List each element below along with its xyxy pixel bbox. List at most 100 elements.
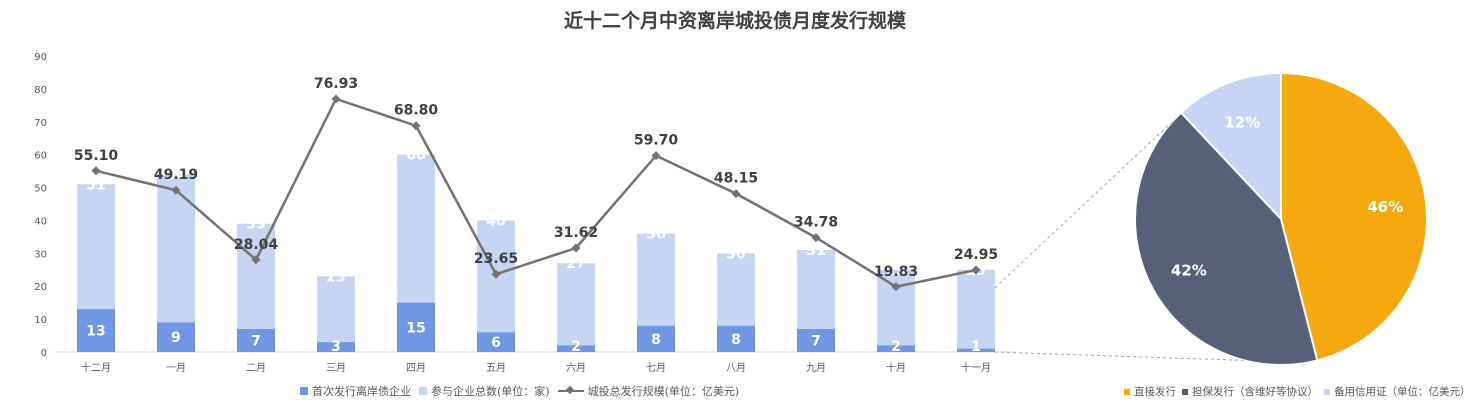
legend-label-participants: 参与企业总数(单位：家) [431, 385, 550, 398]
bar-first-issue [557, 345, 595, 352]
bar-first-issue [477, 332, 515, 352]
line-marker [331, 94, 341, 104]
data-label-total-scale: 19.83 [874, 264, 918, 280]
y-tick-label: 40 [34, 216, 47, 227]
legend-item-standby: 备用信用证（单位：亿美元） [1324, 384, 1470, 399]
bar-participants [477, 220, 515, 352]
y-tick-label: 60 [34, 151, 47, 162]
legend-label-direct: 直接发行 [1134, 386, 1176, 398]
x-tick-label: 三月 [326, 362, 346, 374]
pie-data-label: 12% [1224, 113, 1260, 131]
chart-title: 近十二个月中资离岸城投债月度发行规模 [563, 10, 906, 32]
line-marker [171, 185, 181, 195]
data-label-first-issue: 7 [811, 333, 821, 349]
pie-data-label: 46% [1367, 198, 1403, 216]
x-tick-label: 七月 [646, 362, 666, 374]
x-tick-label: 九月 [806, 362, 826, 374]
data-label-participants: 27 [566, 256, 585, 272]
bar-first-issue [877, 345, 915, 352]
data-label-total-scale: 76.93 [314, 76, 358, 92]
data-label-first-issue: 2 [571, 339, 581, 355]
data-label-total-scale: 49.19 [154, 167, 198, 183]
y-tick-label: 30 [34, 249, 47, 260]
y-tick-label: 70 [34, 118, 47, 129]
x-tick-label: 十月 [886, 361, 906, 374]
x-tick-label: 一月 [166, 362, 186, 374]
data-label-first-issue: 3 [331, 339, 341, 355]
data-label-first-issue: 13 [86, 324, 105, 340]
pie-data-label: 42% [1171, 262, 1207, 280]
legend-swatch-total-scale [557, 387, 584, 395]
pie-slice [1134, 111, 1319, 366]
line-marker [891, 282, 901, 292]
bar-first-issue [717, 325, 755, 352]
data-label-total-scale: 48.15 [714, 171, 758, 187]
x-tick-label: 二月 [246, 362, 266, 374]
bar-first-issue [637, 325, 675, 352]
x-tick-label: 十一月 [961, 361, 991, 374]
data-label-total-scale: 24.95 [954, 247, 998, 263]
data-label-first-issue: 8 [731, 332, 741, 348]
legend-label-total-scale: 城投总发行规模(单位：亿美元) [587, 385, 740, 398]
data-label-first-issue: 15 [406, 320, 425, 336]
data-label-total-scale: 28.04 [234, 237, 279, 253]
bar-first-issue [317, 342, 355, 352]
line-marker [731, 189, 741, 199]
legend-label-first-issue: 首次发行离岸债企业 [312, 385, 411, 398]
x-tick-label: 四月 [406, 362, 426, 374]
bar-first-issue [957, 348, 995, 352]
data-label-first-issue: 2 [891, 339, 901, 355]
y-tick-label: 50 [34, 184, 47, 195]
data-label-total-scale: 34.78 [794, 215, 838, 231]
legend-swatch-participants [419, 387, 427, 395]
data-label-first-issue: 9 [171, 330, 181, 346]
line-marker [491, 269, 501, 279]
line-total-scale [95, 97, 977, 289]
line-marker [971, 265, 981, 275]
legend-item-direct: 直接发行 [1124, 384, 1176, 399]
y-tick-label: 10 [34, 315, 47, 326]
data-label-first-issue: 6 [491, 335, 501, 351]
x-tick-label: 十二月 [81, 361, 111, 374]
data-label-participants: 51 [86, 177, 105, 193]
data-label-first-issue: 8 [651, 332, 661, 348]
y-tick-label: 20 [34, 282, 47, 293]
legend-swatch-first-issue [300, 387, 308, 395]
line-marker [651, 151, 661, 161]
legend-item-participants: 参与企业总数(单位：家) [419, 383, 550, 399]
legend-item-total-scale: 城投总发行规模(单位：亿美元) [557, 383, 740, 399]
y-tick-label: 0 [41, 348, 47, 359]
legend-item-guarantee: 担保发行（含维好等协议） [1182, 384, 1318, 399]
x-tick-label: 八月 [726, 362, 746, 374]
bar-participants [957, 269, 995, 352]
data-label-participants: 31 [806, 243, 825, 259]
pie-legend: 直接发行 担保发行（含维好等协议） 备用信用证（单位：亿美元） [1124, 384, 1470, 399]
legend-label-standby: 备用信用证（单位：亿美元） [1334, 386, 1470, 398]
data-label-total-scale: 23.65 [474, 251, 518, 267]
bar-first-issue [157, 322, 195, 352]
line-marker [811, 233, 821, 243]
data-label-total-scale: 68.80 [394, 103, 439, 119]
x-tick-label: 六月 [566, 362, 586, 374]
line-marker [571, 243, 581, 253]
data-label-first-issue: 1 [971, 339, 981, 355]
data-label-participants: 40 [486, 213, 506, 229]
data-label-total-scale: 55.10 [74, 148, 119, 164]
data-label-participants: 25 [886, 263, 905, 279]
bar-first-issue [797, 328, 835, 352]
y-tick-label: 80 [34, 85, 47, 96]
data-label-first-issue: 7 [251, 333, 261, 349]
legend-item-first-issue: 首次发行离岸债企业 [300, 383, 411, 399]
line-marker [251, 255, 261, 265]
bar-first-issue [77, 309, 115, 352]
bar-participants [557, 263, 595, 352]
legend-swatch-guarantee [1182, 388, 1188, 395]
pie-slice [1179, 71, 1282, 222]
bar-participants [317, 276, 355, 352]
x-tick-label: 五月 [486, 362, 506, 374]
data-label-participants: 39 [246, 217, 265, 233]
data-label-participants: 23 [326, 269, 345, 285]
legend-swatch-standby [1324, 388, 1330, 395]
connector-line-bottom [994, 351, 1245, 361]
